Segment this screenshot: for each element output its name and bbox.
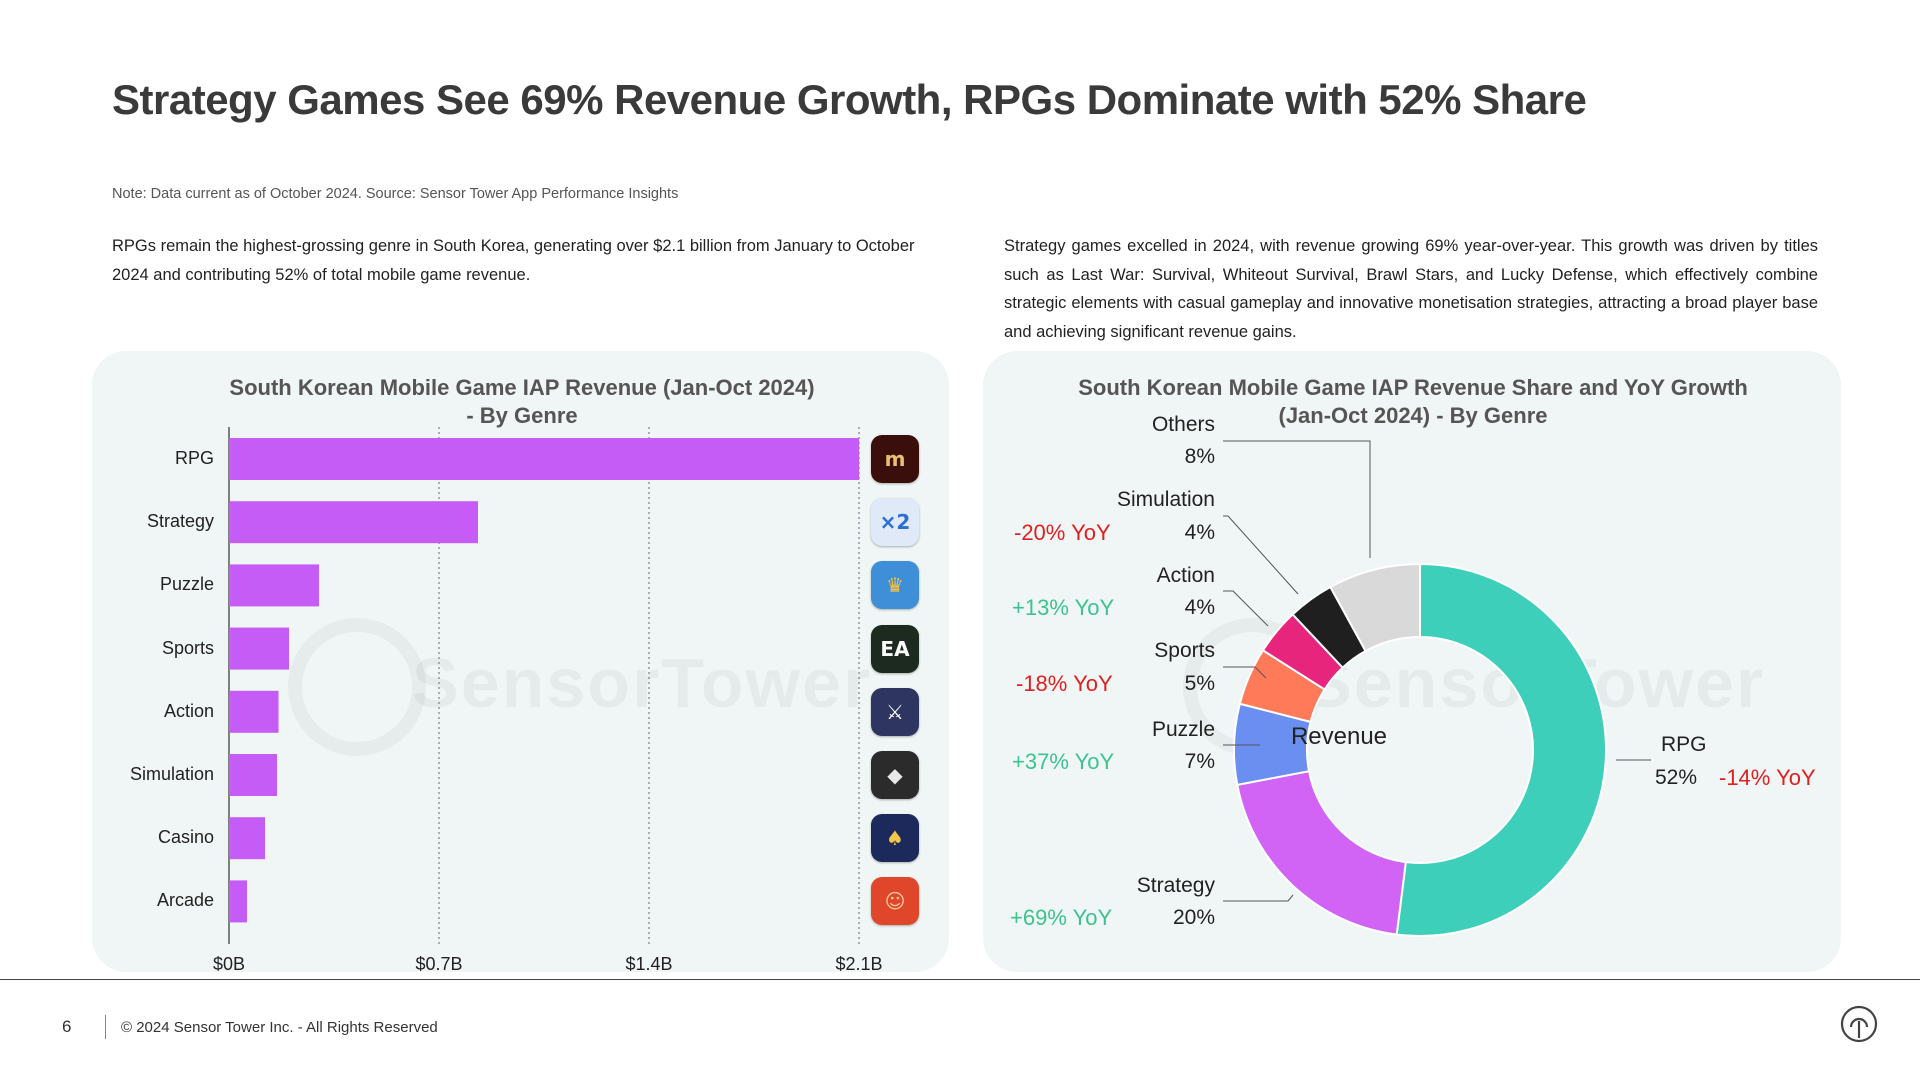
- slice-label-action: Action: [1156, 564, 1215, 587]
- bar-sports: [229, 627, 289, 670]
- poker-hangame-icon-glyph: ♠: [886, 826, 904, 851]
- leader-line-simulation: [1223, 515, 1299, 595]
- netmarble-action-icon: ⚔: [871, 687, 919, 736]
- left-paragraph: RPGs remain the highest-grossing genre i…: [112, 237, 915, 284]
- cookie-run-icon-glyph: ☺: [884, 889, 906, 914]
- donut-chart-title: South Korean Mobile Game IAP Revenue Sha…: [1023, 374, 1803, 430]
- page-title: Strategy Games See 69% Revenue Growth, R…: [112, 76, 1587, 123]
- donut-chart-title-line1: South Korean Mobile Game IAP Revenue Sha…: [1078, 375, 1748, 400]
- slice-yoy-rpg: -14% YoY: [1719, 765, 1816, 790]
- x-tick-label: $2.1B: [835, 954, 883, 974]
- sensor-tower-logo-icon: [1840, 1005, 1878, 1043]
- slice-percent-puzzle: 7%: [1184, 750, 1215, 773]
- footer-separator: [105, 1015, 106, 1039]
- roblox-icon-glyph: ◆: [887, 763, 903, 787]
- bar-simulation: [229, 754, 277, 796]
- slice-label-strategy: Strategy: [1136, 874, 1215, 897]
- x-tick-label: $0B: [212, 954, 246, 974]
- x-tick-label: $1.4B: [625, 954, 673, 974]
- poker-hangame-icon: ♠: [871, 814, 919, 863]
- lucky-defense-icon: ×2: [871, 498, 919, 547]
- bar-rpg: [229, 438, 859, 480]
- donut-center-label: Revenue: [1290, 723, 1388, 750]
- category-label: Action: [163, 700, 214, 721]
- leader-line-sports: [1223, 666, 1267, 679]
- copyright: © 2024 Sensor Tower Inc. - All Rights Re…: [121, 1019, 438, 1036]
- source-note: Note: Data current as of October 2024. S…: [112, 186, 679, 202]
- slice-label-puzzle: Puzzle: [1151, 718, 1215, 741]
- footer-divider: [0, 979, 1920, 980]
- slice-label-sports: Sports: [1154, 639, 1215, 662]
- cookie-run-icon: ☺: [871, 877, 919, 926]
- ea-fc-mobile-icon-glyph: EA: [880, 636, 910, 661]
- slice-yoy-sports: -18% YoY: [1016, 671, 1113, 696]
- netmarble-action-icon-glyph: ⚔: [886, 699, 904, 724]
- bar-puzzle: [229, 564, 319, 607]
- category-label: Sports: [161, 637, 214, 658]
- bar-chart-title: South Korean Mobile Game IAP Revenue (Ja…: [132, 374, 912, 430]
- slice-percent-others: 8%: [1184, 445, 1215, 468]
- right-paragraph: Strategy games excelled in 2024, with re…: [1004, 237, 1818, 341]
- roblox-icon: ◆: [871, 751, 919, 799]
- donut-chart-plot: [1223, 440, 1651, 937]
- slice-others: [1329, 562, 1421, 653]
- lucky-defense-icon-glyph: ×2: [879, 510, 911, 535]
- bar-action: [229, 690, 279, 733]
- slice-percent-sports: 5%: [1184, 672, 1215, 695]
- slice-percent-action: 4%: [1184, 596, 1215, 619]
- category-label: Simulation: [129, 764, 214, 784]
- royal-match-icon-glyph: ♛: [886, 573, 904, 598]
- slice-label-others: Others: [1151, 413, 1215, 436]
- category-label: Strategy: [146, 511, 214, 532]
- donut-chart-title-line2: (Jan-Oct 2024) - By Genre: [1278, 403, 1548, 428]
- x-tick-label: $0.7B: [415, 954, 463, 974]
- bar-strategy: [229, 501, 478, 544]
- leader-line-action: [1223, 590, 1269, 627]
- ea-fc-mobile-icon: EA: [871, 624, 919, 673]
- slice-strategy: [1236, 770, 1407, 936]
- slice-yoy-simulation: -20% YoY: [1014, 520, 1111, 545]
- lineage-m-icon-glyph: m: [884, 447, 906, 471]
- leader-line-others: [1223, 440, 1371, 558]
- leader-line-strategy: [1223, 894, 1294, 902]
- lineage-m-icon: m: [871, 435, 919, 483]
- slice-percent-simulation: 4%: [1184, 521, 1215, 544]
- slice-percent-rpg: 52%: [1655, 766, 1698, 789]
- slice-yoy-strategy: +69% YoY: [1010, 905, 1113, 930]
- category-label: Puzzle: [159, 574, 214, 595]
- royal-match-icon: ♛: [871, 561, 919, 610]
- page-number: 6: [62, 1017, 72, 1036]
- slice-percent-strategy: 20%: [1172, 906, 1215, 929]
- slice-yoy-action: +13% YoY: [1012, 595, 1115, 620]
- slice-label-simulation: Simulation: [1116, 488, 1215, 511]
- bar-chart-title-line2: - By Genre: [466, 403, 578, 428]
- category-label: RPG: [174, 448, 214, 468]
- bar-arcade: [229, 880, 247, 923]
- category-label: Casino: [157, 827, 214, 848]
- slice-yoy-puzzle: +37% YoY: [1012, 749, 1115, 774]
- bar-casino: [229, 817, 265, 860]
- bar-chart-plot: [228, 427, 860, 944]
- slice-label-rpg: RPG: [1661, 733, 1707, 756]
- bar-chart-title-line1: South Korean Mobile Game IAP Revenue (Ja…: [229, 375, 815, 400]
- slice-rpg: [1395, 562, 1608, 937]
- category-label: Arcade: [156, 890, 214, 911]
